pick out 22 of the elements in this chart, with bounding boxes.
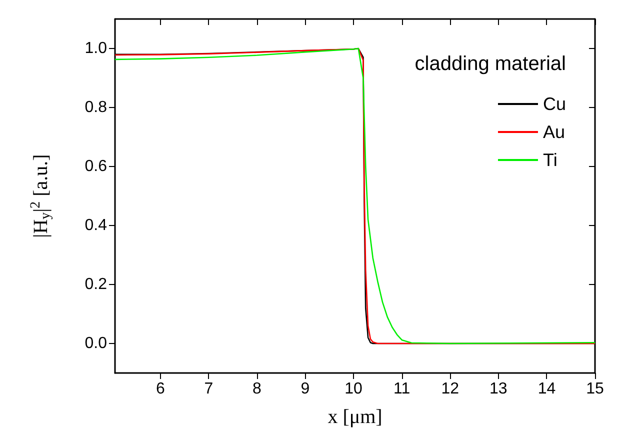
x-tick-label: 8 [252,380,262,398]
legend-label: Cu [542,94,566,114]
y-tick-label: 0.2 [84,276,108,293]
y-axis-title: |Hy|2 [a.u.] [28,154,54,238]
y-tick-label: 0.0 [84,335,108,352]
x-tick-label: 7 [204,380,214,398]
x-tick-label: 9 [300,380,310,398]
y-tick-label: 0.6 [84,158,108,175]
x-tick-label: 13 [490,380,508,398]
x-tick-label: 12 [441,380,460,398]
y-tick-label: 0.4 [84,217,108,234]
y-tick-label: 0.8 [84,99,108,116]
x-axis-title: x [μm] [328,406,382,428]
x-tick-label: 11 [394,380,410,398]
x-tick-label: 15 [586,380,604,398]
legend-label: Ti [542,150,558,170]
y-tick-label: 1.0 [84,40,108,57]
x-tick-label: 6 [156,380,165,398]
x-tick-label: 14 [538,380,556,398]
x-tick-label: 10 [344,380,363,398]
legend-label: Au [542,122,566,142]
legend-title: cladding material [414,53,566,75]
